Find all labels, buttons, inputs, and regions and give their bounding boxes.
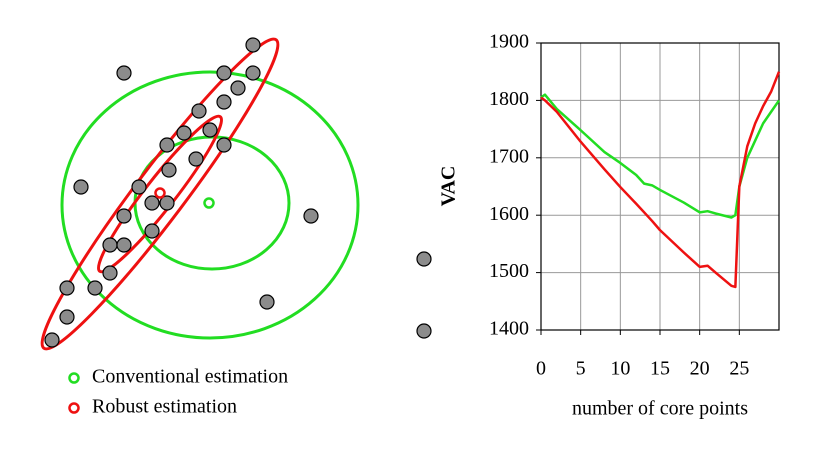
robust-center xyxy=(154,187,166,199)
sample-point xyxy=(59,309,75,325)
sample-point xyxy=(216,65,232,81)
sample-point xyxy=(102,265,118,281)
sample-point xyxy=(216,137,232,153)
sample-point xyxy=(102,237,118,253)
y-tick-label: 1800 xyxy=(489,88,529,110)
conventional-ellipse-outer xyxy=(60,70,360,340)
x-tick-label: 10 xyxy=(610,358,630,380)
x-tick-label: 5 xyxy=(576,358,586,380)
sample-point xyxy=(116,208,132,224)
sample-point xyxy=(191,103,207,119)
sample-point xyxy=(416,251,432,267)
x-axis-label: number of core points xyxy=(572,398,748,420)
sample-point xyxy=(303,208,319,224)
sample-point xyxy=(131,179,147,195)
sample-point xyxy=(116,237,132,253)
x-tick-label: 20 xyxy=(690,358,710,380)
sample-point xyxy=(161,162,177,178)
sample-point xyxy=(87,280,103,296)
sample-point xyxy=(176,125,192,141)
x-tick-label: 25 xyxy=(729,358,749,380)
legend-marker xyxy=(68,372,80,384)
conventional-center xyxy=(203,197,215,209)
scatter-diagram xyxy=(40,37,360,351)
sample-point xyxy=(59,280,75,296)
sample-point xyxy=(144,223,160,239)
sample-point xyxy=(159,137,175,153)
sample-point xyxy=(245,65,261,81)
legend-marker xyxy=(68,402,80,414)
sample-point xyxy=(230,80,246,96)
plot-frame xyxy=(540,42,780,331)
y-tick-label: 1700 xyxy=(489,145,529,167)
sample-point xyxy=(202,122,218,138)
line-series xyxy=(540,71,781,289)
robust-ellipse-outer xyxy=(40,37,280,351)
sample-point xyxy=(73,179,89,195)
legend-label: Conventional estimation xyxy=(92,366,288,388)
sample-points xyxy=(44,37,319,348)
sample-point xyxy=(245,37,261,53)
sample-point xyxy=(259,294,275,310)
legend-label: Robust estimation xyxy=(92,396,237,418)
sample-point xyxy=(116,65,132,81)
y-tick-label: 1600 xyxy=(489,203,529,225)
sample-point xyxy=(159,195,175,211)
y-axis-label: VAC xyxy=(438,166,460,207)
sample-point xyxy=(416,323,432,339)
sample-point xyxy=(144,195,160,211)
y-tick-label: 1400 xyxy=(489,318,529,340)
sample-point xyxy=(188,151,204,167)
line-series xyxy=(540,93,781,219)
x-tick-label: 0 xyxy=(536,358,546,380)
sample-point xyxy=(44,332,60,348)
x-tick-label: 15 xyxy=(650,358,670,380)
y-tick-label: 1500 xyxy=(489,260,529,282)
sample-point xyxy=(216,94,232,110)
y-tick-label: 1900 xyxy=(489,31,529,53)
